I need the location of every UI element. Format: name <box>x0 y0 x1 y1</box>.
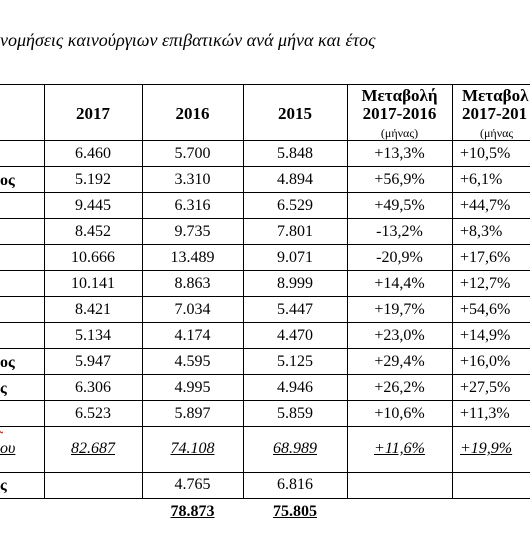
subtotal-change2: +19,9% <box>460 440 513 457</box>
cell-change1: +56,9% <box>374 171 425 188</box>
cell-2016: 4.595 <box>174 353 211 370</box>
cell-2015: 5.859 <box>277 405 313 422</box>
header-change1-range: 2017-2016 <box>362 104 437 123</box>
extra-row-2015: 6.816 <box>277 476 313 493</box>
cell-2016: 4.174 <box>174 327 211 344</box>
cell-change1: +23,0% <box>374 327 425 344</box>
cell-change1: +26,2% <box>374 379 425 396</box>
cell-2016: 8.863 <box>174 275 211 292</box>
cell-2015: 7.801 <box>277 223 313 240</box>
cell-2017: 5.192 <box>75 171 111 188</box>
cell-2015: 9.071 <box>277 249 313 266</box>
registrations-table: 2017 2016 2015 Μεταβολή 2017-2016 (μήνας… <box>0 84 530 520</box>
header-2015: 2015 <box>278 104 312 123</box>
subtotal-2016: 74.108 <box>170 440 215 457</box>
total-2016: 78.873 <box>170 503 215 520</box>
header-2017: 2017 <box>76 104 110 123</box>
subtotal-2015: 68.989 <box>273 440 317 457</box>
cell-2017: 6.523 <box>75 405 111 422</box>
cell-2017: 5.947 <box>75 353 111 370</box>
row-label: ος <box>0 354 15 371</box>
total-2015: 75.805 <box>273 503 317 520</box>
cell-2017: 6.306 <box>75 379 111 396</box>
cell-2015: 8.999 <box>277 275 313 292</box>
cell-2016: 9.735 <box>174 223 211 240</box>
cell-change1: +13,3% <box>374 145 425 162</box>
subtotal-mark <box>0 416 44 432</box>
cell-change2: +14,9% <box>460 327 511 344</box>
cell-2017: 8.421 <box>75 301 111 318</box>
cell-change1: -20,9% <box>376 249 423 266</box>
cell-change2: +6,1% <box>460 171 503 188</box>
cell-2016: 5.700 <box>174 145 211 162</box>
cell-change2: +44,7% <box>460 197 511 214</box>
cell-2015: 5.125 <box>277 353 313 370</box>
extra-row-label: ς <box>0 477 7 494</box>
subtotal-label: ου <box>0 440 16 457</box>
cell-2015: 6.529 <box>277 197 313 214</box>
cell-2016: 6.316 <box>174 197 211 214</box>
cell-change2: +17,6% <box>460 249 511 266</box>
header-change1-unit: (μήνας) <box>380 126 419 140</box>
row-label: ος <box>0 172 15 189</box>
subtotal-2017: 82.687 <box>71 440 115 457</box>
cell-2015: 4.894 <box>277 171 313 188</box>
cell-2016: 13.489 <box>170 249 215 266</box>
header-2016: 2016 <box>175 104 210 123</box>
cell-change1: +29,4% <box>374 353 425 370</box>
table-title: νομήσεις καινούργιων επιβατικών ανά μήνα… <box>0 30 376 50</box>
cell-2017: 6.460 <box>75 145 111 162</box>
extra-row-2016: 4.765 <box>174 476 211 493</box>
cell-change1: +14,4% <box>374 275 425 292</box>
cell-change1: +10,6% <box>374 405 425 422</box>
cell-change2: +10,5% <box>460 145 511 162</box>
cell-2015: 5.447 <box>277 301 313 318</box>
header-change1-title: Μεταβολή <box>361 86 438 105</box>
cell-change2: +11,3% <box>460 405 510 422</box>
header-change2-title: Μεταβολ <box>462 86 529 105</box>
cell-change2: +12,7% <box>460 275 511 292</box>
cell-2015: 4.946 <box>277 379 313 396</box>
cell-change1: +19,7% <box>374 301 425 318</box>
header-change2-unit: (μήνας <box>480 126 514 140</box>
cell-change2: +27,5% <box>460 379 511 396</box>
header-change2-range: 2017-201 <box>462 104 528 123</box>
cell-change1: -13,2% <box>376 223 423 240</box>
cell-2017: 10.141 <box>71 275 115 292</box>
cell-change1: +49,5% <box>374 197 425 214</box>
cell-2017: 8.452 <box>75 223 111 240</box>
cell-2015: 4.470 <box>277 327 313 344</box>
cell-change2: +16,0% <box>460 353 511 370</box>
cell-2016: 3.310 <box>174 171 211 188</box>
cell-2015: 5.848 <box>277 145 313 162</box>
cell-change2: +54,6% <box>460 301 511 318</box>
cell-2017: 10.666 <box>71 249 115 266</box>
cell-2016: 4.995 <box>174 379 211 396</box>
cell-2016: 7.034 <box>174 301 211 318</box>
row-label: ς <box>0 380 7 397</box>
cell-change2: +8,3% <box>460 223 503 240</box>
cell-2016: 5.897 <box>174 405 211 422</box>
cell-2017: 9.445 <box>75 197 111 214</box>
subtotal-change1: +11,6% <box>374 440 425 457</box>
cell-2017: 5.134 <box>75 327 111 344</box>
